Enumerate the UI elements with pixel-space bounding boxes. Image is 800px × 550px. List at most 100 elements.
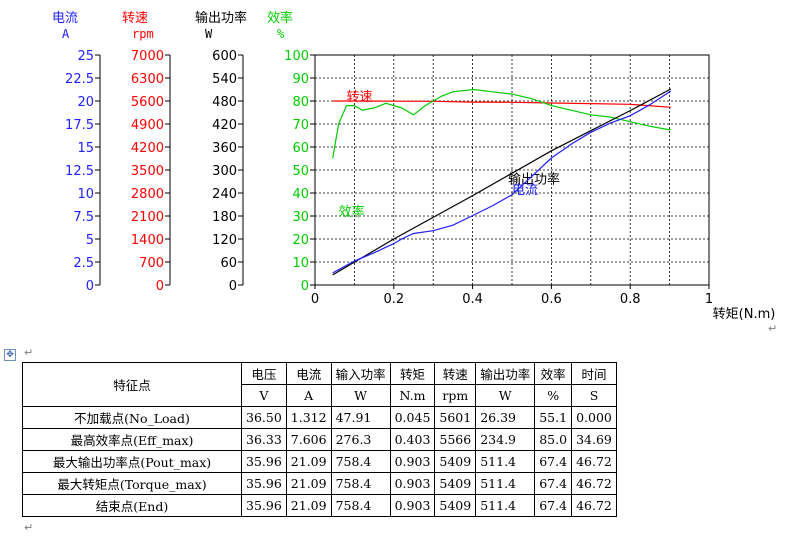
y-tick-label: 40	[292, 187, 309, 202]
table-cell: 34.69	[571, 428, 617, 451]
y-tick-label: 4900	[131, 118, 164, 133]
y-tick-label: 300	[212, 164, 237, 179]
series-line	[332, 88, 672, 276]
y-tick-label: 180	[212, 210, 237, 225]
column-header: 输出功率	[475, 362, 536, 385]
y-tick-label: 70	[292, 118, 309, 133]
y-tick-label: 120	[212, 233, 237, 248]
table-cell: 46.72	[571, 494, 617, 517]
motor-performance-chart: 02.557.51012.51517.52022.525电流A070014002…	[52, 10, 776, 322]
table-cell: 46.72	[571, 450, 617, 473]
table-cell: 26.39	[475, 406, 536, 429]
paragraph-mark: ↵	[24, 521, 34, 534]
column-unit: W	[330, 384, 391, 407]
paragraph-mark: ↵	[768, 322, 778, 335]
table-cell: 0.403	[389, 428, 436, 451]
y-axis-unit: %	[277, 27, 285, 41]
y-tick-label: 20	[77, 95, 94, 110]
table-cell: 85.0	[534, 428, 573, 451]
column-unit: W	[475, 384, 536, 407]
column-header: 电压	[241, 362, 287, 385]
paragraph-mark: ↵	[24, 346, 34, 359]
y-axis-title: 输出功率	[195, 10, 247, 26]
table-cell: 67.4	[534, 472, 573, 495]
table-cell: 5409	[434, 472, 477, 495]
column-header: 输入功率	[330, 362, 391, 385]
table-cell: 21.09	[285, 450, 332, 473]
table-cell: 511.4	[475, 472, 536, 495]
y-tick-label: 30	[292, 210, 309, 225]
x-tick-label: 0	[311, 292, 319, 307]
series-label: 效率	[339, 204, 365, 220]
table-header-row: 特征点 电压 电流 输入功率 转矩 转速 输出功率 效率 时间	[22, 362, 617, 407]
x-tick-label: 0.2	[383, 292, 404, 307]
row-label: 最大转矩点(Torque_max)	[22, 472, 242, 495]
table-cell: 511.4	[475, 450, 536, 473]
table-cell: 67.4	[534, 494, 573, 517]
y-tick-label: 2100	[131, 210, 164, 225]
y-tick-label: 90	[292, 72, 309, 87]
y-tick-label: 5600	[131, 95, 164, 110]
y-tick-label: 7.5	[73, 210, 94, 225]
column-unit: %	[534, 384, 573, 407]
y-tick-label: 50	[292, 164, 309, 179]
column-header: 转矩	[389, 362, 436, 385]
table-row: 不加载点(No_Load) 36.50 1.312 47.91 0.045 5601 26.…	[22, 406, 617, 429]
table-row: 最高效率点(Eff_max) 36.33 7.606 276.3 0.403 5566 23…	[22, 428, 617, 451]
row-label: 不加载点(No_Load)	[22, 406, 242, 429]
column-unit: S	[571, 384, 617, 407]
y-tick-label: 2800	[131, 187, 164, 202]
characteristic-points-table: 特征点 电压 电流 输入功率 转矩 转速 输出功率 效率 时间 V A W N.m rpm W% S 不加载点(…	[22, 362, 617, 517]
table-cell: 0.903	[389, 472, 436, 495]
table-cell: 0.000	[571, 406, 617, 429]
y-tick-label: 0	[156, 279, 164, 294]
table-cell: 5601	[434, 406, 477, 429]
column-header: 效率	[534, 362, 573, 385]
table-cell: 758.4	[330, 472, 391, 495]
table-cell: 758.4	[330, 450, 391, 473]
y-tick-label: 15	[77, 141, 94, 156]
y-axis-title: 转速	[122, 11, 148, 26]
table-cell: 5566	[434, 428, 477, 451]
y-tick-label: 700	[139, 256, 164, 271]
y-tick-label: 20	[292, 233, 309, 248]
y-tick-label: 80	[292, 95, 309, 110]
x-axis-title: 转矩(N.m)	[713, 307, 776, 322]
y-tick-label: 25	[77, 49, 94, 64]
y-tick-label: 0	[301, 279, 309, 294]
table-cell: 276.3	[330, 428, 391, 451]
y-tick-label: 2.5	[73, 256, 94, 271]
y-tick-label: 600	[212, 49, 237, 64]
column-header: 电流	[285, 362, 332, 385]
y-tick-label: 360	[212, 141, 237, 156]
table-cell: 36.50	[241, 406, 287, 429]
y-tick-label: 6300	[131, 72, 164, 87]
column-header: 转速	[434, 362, 477, 385]
y-tick-label: 10	[77, 187, 94, 202]
y-tick-label: 60	[220, 256, 237, 271]
table-cell: 511.4	[475, 494, 536, 517]
y-tick-label: 540	[212, 72, 237, 87]
y-axis-unit: rpm	[132, 27, 154, 41]
y-tick-label: 100	[284, 49, 309, 64]
row-label: 结束点(End)	[22, 494, 242, 517]
table-cell: 758.4	[330, 494, 391, 517]
table-cell: 0.045	[389, 406, 436, 429]
table-cell: 67.4	[534, 450, 573, 473]
table-cell: 36.33	[241, 428, 287, 451]
column-header: 时间	[571, 362, 617, 385]
table-move-handle-icon[interactable]: ✥	[4, 349, 16, 361]
column-unit: A	[285, 384, 332, 407]
table-cell: 7.606	[285, 428, 332, 451]
y-tick-label: 4200	[131, 141, 164, 156]
x-tick-label: 1	[705, 292, 713, 307]
y-tick-label: 5	[86, 233, 94, 248]
table-cell: 35.96	[241, 494, 287, 517]
x-tick-label: 0.8	[620, 292, 641, 307]
y-axis-unit: W	[205, 27, 213, 41]
y-axis-unit: A	[62, 27, 70, 41]
y-tick-label: 17.5	[65, 118, 94, 133]
table-cell: 0.903	[389, 450, 436, 473]
row-label: 最高效率点(Eff_max)	[22, 428, 242, 451]
table-cell: 35.96	[241, 472, 287, 495]
